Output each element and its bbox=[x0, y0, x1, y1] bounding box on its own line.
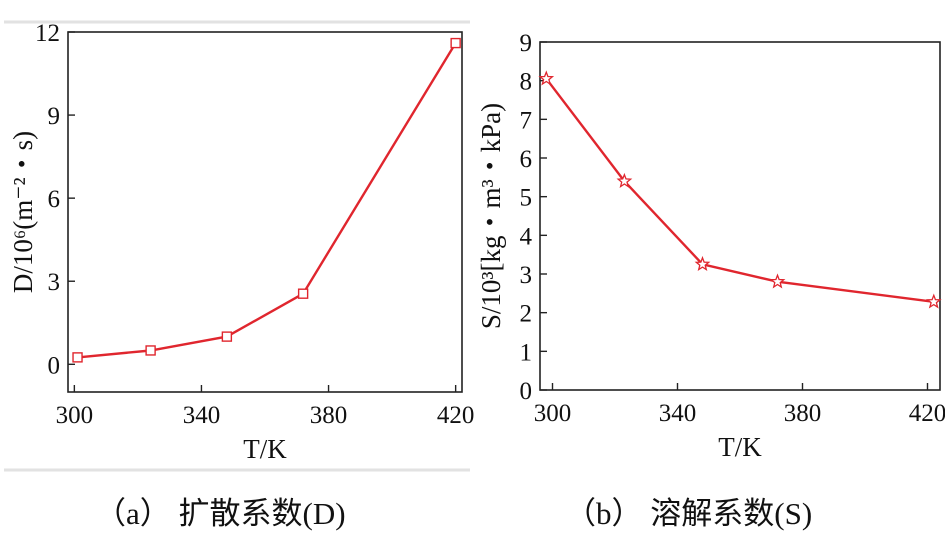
data-point-b-3 bbox=[769, 273, 786, 289]
data-point-a-2 bbox=[221, 331, 233, 342]
plot-frame-a bbox=[67, 31, 463, 393]
y-axis-label-a: D/10⁶(m⁻²・s) bbox=[8, 131, 38, 293]
y-tick-label-b-4: 4 bbox=[520, 223, 533, 250]
y-tick-label-b-1: 1 bbox=[520, 339, 533, 366]
y-tick-label-b-5: 5 bbox=[520, 185, 533, 212]
x-tick-label-b-1: 340 bbox=[659, 400, 697, 427]
y-tick-label-b-0: 0 bbox=[520, 378, 533, 405]
data-point-b-0 bbox=[538, 70, 555, 86]
x-tick-label-a-0: 300 bbox=[56, 402, 94, 429]
data-point-b-2 bbox=[694, 255, 711, 272]
series-line-b bbox=[545, 77, 934, 303]
x-axis-label-b: T/K bbox=[718, 432, 762, 462]
data-point-a-3 bbox=[297, 288, 309, 299]
y-tick-label-b-7: 7 bbox=[520, 107, 533, 134]
x-axis-label-a: T/K bbox=[243, 434, 287, 464]
y-tick-label-a-2: 6 bbox=[48, 186, 61, 213]
x-tick-label-b-0: 300 bbox=[534, 400, 572, 427]
series-line-a bbox=[77, 42, 457, 359]
data-point-a-1 bbox=[145, 345, 156, 356]
y-tick-label-a-4: 12 bbox=[35, 20, 60, 47]
x-tick-label-a-2: 380 bbox=[310, 402, 348, 429]
caption-b: （b） 溶解系数(S) bbox=[565, 496, 813, 531]
y-axis-label-b: S/10³[kg・m³・kPa) bbox=[476, 103, 506, 329]
data-point-a-4 bbox=[450, 37, 461, 49]
y-tick-label-b-2: 2 bbox=[520, 301, 533, 328]
plot-frame-b bbox=[539, 41, 941, 391]
y-tick-label-b-3: 3 bbox=[520, 262, 533, 289]
x-tick-label-a-1: 340 bbox=[183, 402, 221, 429]
y-tick-label-a-1: 3 bbox=[48, 269, 61, 296]
y-tick-label-a-0: 0 bbox=[48, 352, 61, 379]
y-tick-label-a-3: 9 bbox=[48, 103, 61, 130]
data-point-b-4 bbox=[925, 293, 942, 309]
data-point-a-0 bbox=[72, 352, 83, 363]
x-tick-label-b-2: 380 bbox=[784, 400, 822, 427]
x-tick-label-a-3: 420 bbox=[437, 402, 475, 429]
y-tick-label-b-9: 9 bbox=[520, 30, 533, 57]
y-tick-label-b-6: 6 bbox=[520, 146, 533, 173]
caption-a: （a） 扩散系数(D) bbox=[95, 496, 346, 531]
x-tick-label-b-3: 420 bbox=[909, 400, 945, 427]
data-point-b-1 bbox=[616, 172, 633, 188]
y-tick-label-b-8: 8 bbox=[520, 69, 533, 96]
